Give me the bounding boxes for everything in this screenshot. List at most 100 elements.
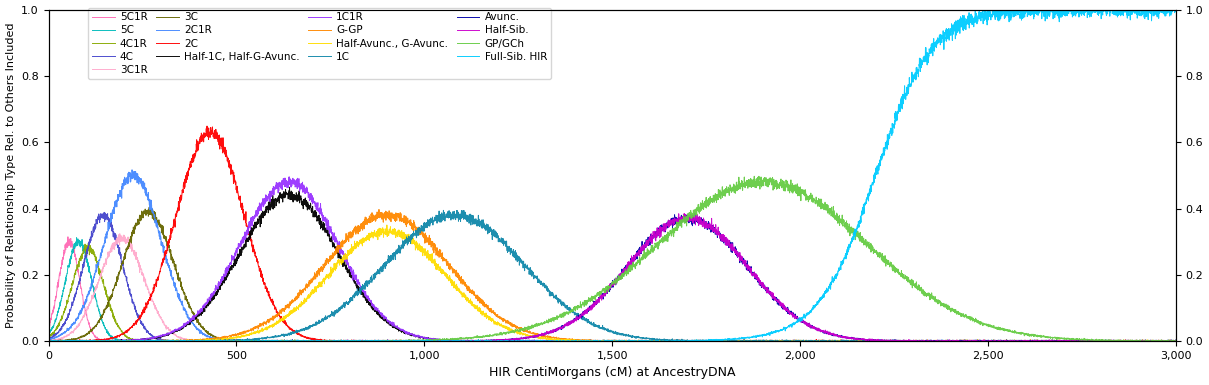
4C [41,335,56,340]
4C [303,338,318,343]
Half-1C, Half-G-Avunc. [546,339,561,343]
2C [199,124,214,128]
3C [41,339,56,343]
3C [141,205,156,210]
4C1R [310,339,324,343]
Full-Sib. HIR [976,7,990,12]
G-GP [316,266,330,271]
GP/GCh [1169,339,1184,343]
5C [41,331,56,336]
5C [316,339,330,343]
Avunc. [1169,338,1184,343]
Half-1C, Half-G-Avunc. [282,185,296,189]
Half-1C, Half-G-Avunc. [41,338,56,343]
2C [310,337,324,342]
5C1R [41,325,56,330]
GP/GCh [546,319,561,324]
5C [546,339,561,343]
3C1R [112,231,127,236]
GP/GCh [316,339,330,343]
2C1R [316,339,330,343]
1C [467,217,481,222]
4C1R [1169,339,1184,343]
Line: Half-Sib.: Half-Sib. [48,214,1176,341]
Full-Sib. HIR [41,339,56,343]
1C [436,208,451,213]
Avunc. [546,329,561,333]
Avunc. [303,339,318,343]
1C [1159,338,1174,343]
X-axis label: HIR CentiMorgans (cM) at AncestryDNA: HIR CentiMorgans (cM) at AncestryDNA [488,367,735,380]
5C1R [1169,339,1184,343]
Line: 3C: 3C [48,208,1176,341]
5C1R [303,338,318,343]
2C1R [1169,339,1184,343]
Line: Half-1C, Half-G-Avunc.: Half-1C, Half-G-Avunc. [48,187,1176,341]
Half-Avunc., G-Avunc. [41,338,56,343]
Line: 2C1R: 2C1R [48,170,1176,341]
3C1R [316,338,330,343]
Avunc. [1161,339,1175,343]
Full-Sib. HIR [316,339,330,343]
G-GP [310,271,324,276]
1C1R [303,195,318,199]
2C1R [546,339,561,343]
1C1R [282,174,296,179]
Half-Sib. [546,327,561,331]
Line: G-GP: G-GP [48,209,1176,341]
4C [157,339,172,343]
2C [41,339,56,343]
1C [41,339,56,343]
4C1R [546,338,561,343]
Full-Sib. HIR [1161,10,1175,15]
2C1R [220,339,235,343]
2C1R [467,338,481,343]
5C1R [467,339,481,343]
4C [546,338,561,343]
Line: GP/GCh: GP/GCh [48,176,1176,341]
Avunc. [41,339,56,343]
5C [467,339,481,343]
5C1R [60,234,75,239]
Half-Sib. [316,339,330,343]
Full-Sib. HIR [467,339,481,343]
Half-1C, Half-G-Avunc. [303,204,318,208]
2C [303,336,318,341]
GP/GCh [41,339,56,343]
Line: Avunc.: Avunc. [48,213,1176,341]
4C1R [81,241,96,246]
GP/GCh [1161,339,1175,343]
Line: 3C1R: 3C1R [48,234,1176,341]
Line: 1C1R: 1C1R [48,177,1176,341]
Avunc. [41,338,56,343]
Line: 2C: 2C [48,126,1176,341]
Line: 4C: 4C [48,212,1176,341]
4C [1161,339,1175,343]
Line: Half-Avunc., G-Avunc.: Half-Avunc., G-Avunc. [48,225,1176,341]
4C [1169,339,1184,343]
Half-1C, Half-G-Avunc. [1161,338,1175,343]
5C1R [316,339,330,343]
Half-Avunc., G-Avunc. [380,223,394,227]
Half-Avunc., G-Avunc. [546,337,561,342]
1C1R [546,339,561,343]
4C1R [316,339,330,343]
GP/GCh [310,339,324,343]
Half-Sib. [1169,339,1184,343]
Half-1C, Half-G-Avunc. [316,228,330,232]
Half-Avunc., G-Avunc. [467,302,481,307]
5C [1169,339,1184,343]
3C [467,339,481,343]
2C1R [1161,339,1175,343]
2C [1169,339,1184,343]
Half-Avunc., G-Avunc. [303,290,318,295]
Avunc. [467,338,481,343]
Half-Avunc., G-Avunc. [310,285,324,289]
Full-Sib. HIR [546,339,561,343]
Half-1C, Half-G-Avunc. [467,339,481,343]
4C1R [467,338,481,343]
2C1R [310,339,324,343]
5C1R [97,339,111,343]
3C [310,339,324,343]
4C [97,210,111,214]
